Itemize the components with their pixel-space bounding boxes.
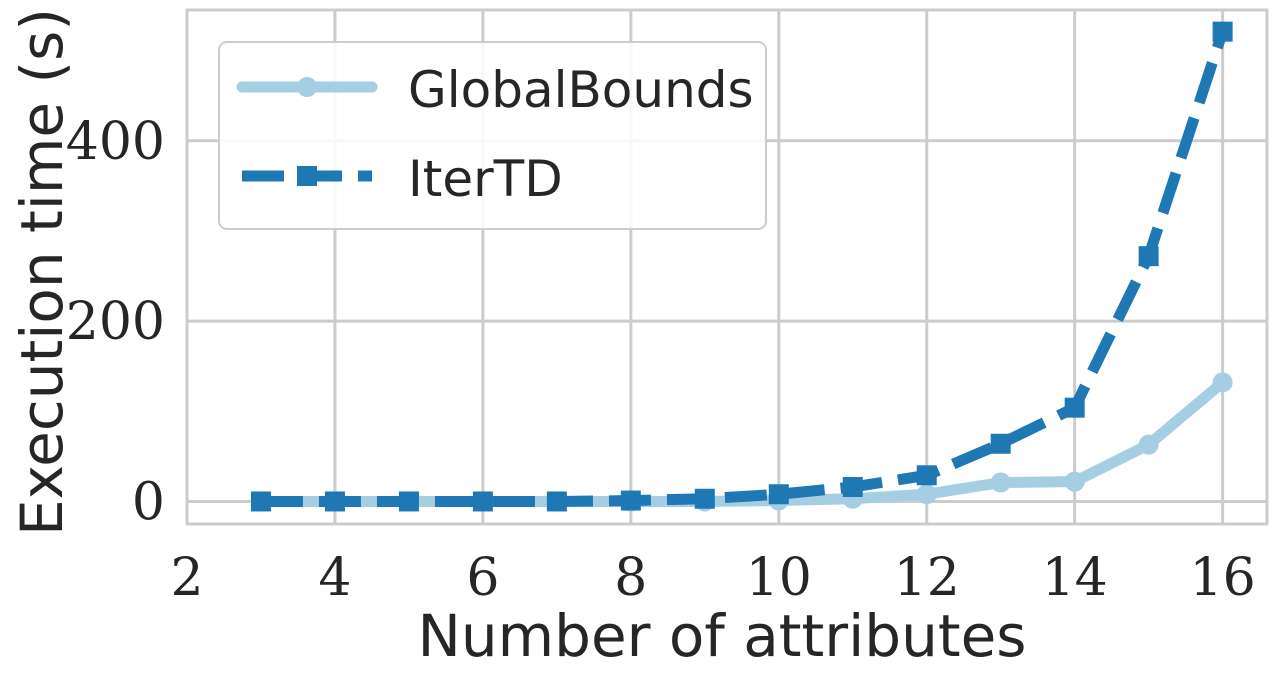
x-tick-label: 4 — [318, 548, 351, 608]
series-line — [260, 29, 1228, 507]
y-tick-label: 0 — [132, 472, 165, 532]
data-point — [1138, 246, 1159, 267]
series-lines — [250, 21, 1233, 512]
data-point — [324, 491, 345, 512]
data-point — [1064, 397, 1085, 418]
data-point — [990, 433, 1011, 454]
data-point — [1212, 21, 1233, 42]
data-point — [768, 484, 789, 505]
data-point — [694, 488, 715, 509]
x-axis-label: Number of attributes — [418, 602, 1027, 670]
plot-frame — [185, 8, 1269, 526]
y-tick-label: 200 — [66, 292, 165, 352]
data-point — [916, 484, 937, 505]
data-point — [620, 490, 641, 511]
x-tick-labels: 2 4 6 8 10 12 14 16 — [170, 548, 1255, 608]
x-tick-label: 14 — [1042, 548, 1108, 608]
y-tick-label: 400 — [66, 112, 165, 172]
data-point — [842, 477, 863, 498]
legend-label-itertd: IterTD — [408, 150, 563, 208]
data-point — [1138, 434, 1159, 455]
legend: GlobalBounds IterTD — [218, 41, 767, 230]
data-point — [546, 491, 567, 512]
data-point — [472, 491, 493, 512]
x-tick-label: 8 — [614, 548, 647, 608]
x-tick-label: 6 — [466, 548, 499, 608]
data-point — [916, 465, 937, 486]
data-point — [1212, 372, 1233, 393]
legend-label-globalbounds: GlobalBounds — [408, 61, 754, 119]
x-tick-label: 16 — [1190, 548, 1256, 608]
legend-marker-globalbounds — [297, 77, 317, 97]
legend-marker-itertd — [297, 166, 317, 186]
y-axis-label: Execution time (s) — [8, 8, 76, 536]
x-tick-label: 2 — [170, 548, 203, 608]
data-point — [1064, 471, 1085, 492]
series-itertd — [250, 21, 1233, 512]
y-tick-labels: 0 200 400 — [66, 112, 165, 533]
x-tick-label: 12 — [894, 548, 960, 608]
data-point — [250, 491, 271, 512]
data-point — [398, 491, 419, 512]
x-tick-label: 10 — [746, 548, 812, 608]
data-point — [990, 472, 1011, 493]
